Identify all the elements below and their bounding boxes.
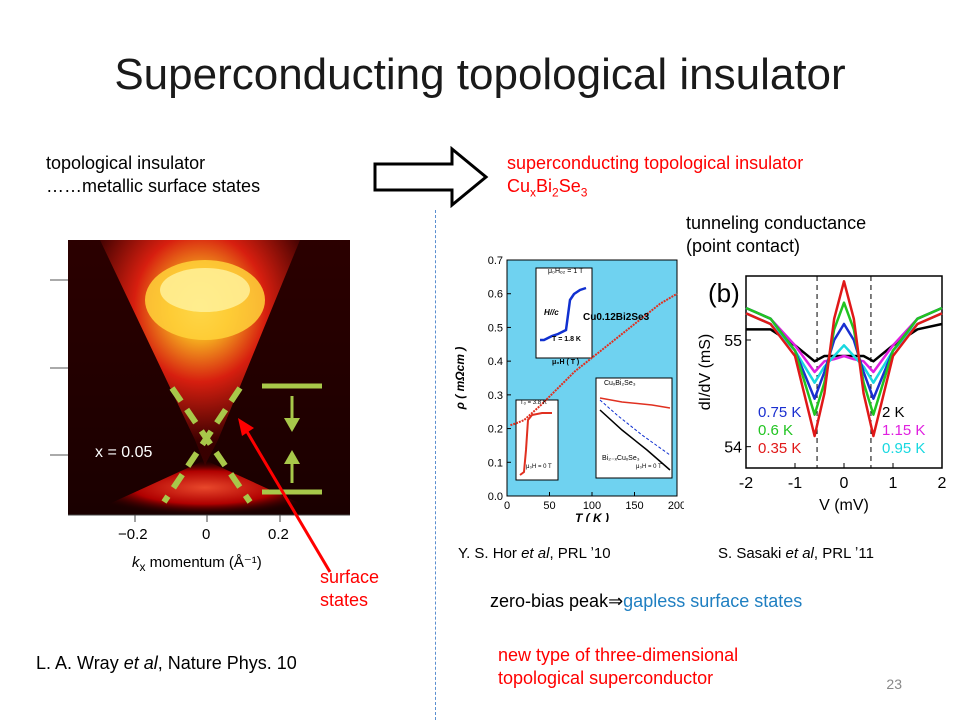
cond-ytick-0: 54 bbox=[724, 440, 742, 457]
rho-xtick-3: 150 bbox=[625, 500, 643, 512]
surface-label-2: states bbox=[320, 590, 369, 610]
resistivity-curve bbox=[510, 292, 678, 427]
right-line-1: superconducting topological insulator bbox=[507, 153, 804, 173]
arpes-tick-3: 0.2 bbox=[268, 526, 289, 543]
legend-095: 0.95 K bbox=[882, 440, 926, 457]
conductance-figure: 54 55 -2 -1 0 1 2 dI/dV (mS) V (mV) (b) 0.75 K 0… bbox=[686, 268, 952, 530]
rho-xtick-4: 200 bbox=[668, 500, 684, 512]
cond-xtick-3: 1 bbox=[889, 475, 898, 492]
cond-series-5 bbox=[745, 280, 943, 438]
rho-xtick-0: 0 bbox=[504, 500, 510, 512]
new-type-text: new type of three-dimensional topologica… bbox=[498, 644, 738, 690]
sasaki-citation: S. Sasaki et al, PRL ʼ11 bbox=[718, 545, 874, 562]
right-description: superconducting topological insulator Cu… bbox=[507, 152, 804, 200]
inset1-field: μ₀Hₒ₂ = 1 T bbox=[548, 268, 584, 275]
cond-xtick-4: 2 bbox=[938, 475, 947, 492]
cond-series-1 bbox=[745, 306, 943, 374]
rho-ytick-0: 0.0 bbox=[488, 491, 503, 503]
inset-field-curve bbox=[540, 286, 587, 342]
rho-ytick-6: 0.6 bbox=[488, 289, 503, 301]
inset1-xlabel: μ₀H ( T ) bbox=[552, 359, 580, 366]
arpes-figure: x = 0.05 −0.2 0 0.2 kx momentum (Å⁻¹) bbox=[40, 240, 360, 580]
legend-2: 2 K bbox=[882, 404, 905, 421]
inset3-field: μ₀H = 0 T bbox=[636, 464, 662, 470]
inset2-field: μ₀H = 0 T bbox=[526, 464, 552, 470]
arpes-tick-1: −0.2 bbox=[118, 526, 148, 543]
cond-series-3 bbox=[745, 306, 943, 400]
new-type-line-1: new type of three-dimensional bbox=[498, 645, 739, 665]
cond-ylabel: dI/dV (mS) bbox=[697, 334, 714, 410]
inset2-temp: Tₒ = 3.8 K bbox=[520, 400, 547, 406]
new-type-line-2: topological superconductor bbox=[498, 668, 714, 688]
cond-xtick-0: -2 bbox=[739, 475, 753, 492]
material-formula: CuxBi2Se3 bbox=[507, 176, 588, 200]
legend-left: 0.75 K 0.6 K 0.35 K bbox=[758, 404, 801, 458]
left-line-2: ……metallic surface states bbox=[46, 176, 261, 196]
cond-xtick-1: -1 bbox=[788, 475, 802, 492]
surface-states-label: surface states bbox=[320, 566, 379, 612]
cond-xtick-2: 0 bbox=[840, 475, 849, 492]
inset-seebeck-box bbox=[595, 377, 673, 479]
tunneling-label: tunneling conductance (point contact) bbox=[686, 212, 866, 258]
left-description: topological insulator ……metallic surface… bbox=[46, 152, 260, 198]
tunneling-line-1: tunneling conductance bbox=[686, 213, 867, 233]
hor-citation: Y. S. Hor et al, PRL ʼ10 bbox=[458, 545, 611, 562]
inset3-label1: CuₓBi₂Se₃ bbox=[604, 380, 636, 387]
inset-seebeck-black bbox=[599, 409, 671, 471]
resistivity-figure: 0.0 0.1 0.2 0.3 0.4 0.5 0.6 0.7 0 50 100 150 200 ρ ( … bbox=[452, 250, 686, 525]
rho-ytick-5: 0.5 bbox=[488, 322, 503, 334]
cond-xlabel: V (mV) bbox=[819, 497, 869, 514]
legend-right: 2 K 1.15 K 0.95 K bbox=[882, 404, 925, 458]
rho-xtick-1: 50 bbox=[543, 500, 555, 512]
rho-ytick-7: 0.7 bbox=[488, 255, 503, 267]
rho-ylabel: ρ ( mΩcm ) bbox=[453, 347, 467, 411]
zero-bias-line: zero-bias peak⇒gapless surface states bbox=[490, 591, 803, 611]
tunneling-line-2: (point contact) bbox=[686, 236, 801, 256]
inset-seebeck-red bbox=[599, 397, 671, 409]
panel-label: (b) bbox=[708, 278, 740, 308]
legend-075: 0.75 K bbox=[758, 404, 802, 421]
left-line-1: topological insulator bbox=[46, 153, 206, 173]
inset-temp-curve bbox=[519, 412, 552, 476]
arpes-image bbox=[50, 240, 350, 573]
wray-citation: L. A. Wray et al, Nature Phys. 10 bbox=[36, 653, 297, 673]
cond-ytick-1: 55 bbox=[724, 333, 742, 350]
rho-ytick-2: 0.2 bbox=[488, 424, 503, 436]
conductance-chart: 54 55 -2 -1 0 1 2 dI/dV (mS) V (mV) bbox=[697, 275, 947, 514]
inset3-label2: Bi₂₋ₓCuₓSe₃ bbox=[602, 455, 640, 462]
arpes-x-label: x = 0.05 bbox=[95, 444, 153, 461]
arpes-axis-label: kx momentum (Å⁻¹) bbox=[132, 554, 262, 574]
resistivity-chart: 0.0 0.1 0.2 0.3 0.4 0.5 0.6 0.7 0 50 100 150 200 ρ ( … bbox=[453, 255, 686, 525]
cond-series-4 bbox=[745, 301, 943, 416]
right-arrow-icon bbox=[373, 146, 489, 208]
legend-115: 1.15 K bbox=[882, 422, 926, 439]
inset-field-box bbox=[535, 267, 593, 359]
rho-xtick-2: 100 bbox=[583, 500, 601, 512]
rho-ytick-4: 0.4 bbox=[488, 356, 503, 368]
arpes-tick-2: 0 bbox=[202, 526, 211, 543]
surface-label-1: surface bbox=[320, 567, 380, 587]
inset-seebeck-blue bbox=[599, 399, 671, 456]
divider-line bbox=[435, 210, 436, 720]
inset1-temp: T = 1.8 K bbox=[552, 336, 581, 343]
legend-035: 0.35 K bbox=[758, 440, 802, 457]
inset1-dir: H//c bbox=[544, 308, 559, 317]
slide-title: Superconducting topological insulator bbox=[114, 50, 846, 99]
rho-ytick-3: 0.3 bbox=[488, 390, 503, 402]
page-number: 23 bbox=[886, 676, 902, 692]
rho-ytick-1: 0.1 bbox=[488, 457, 503, 469]
legend-06: 0.6 K bbox=[758, 422, 794, 439]
rho-xlabel: T ( K ) bbox=[575, 511, 609, 522]
sample-label: Cu0.12Bi2Se3 bbox=[583, 312, 650, 323]
